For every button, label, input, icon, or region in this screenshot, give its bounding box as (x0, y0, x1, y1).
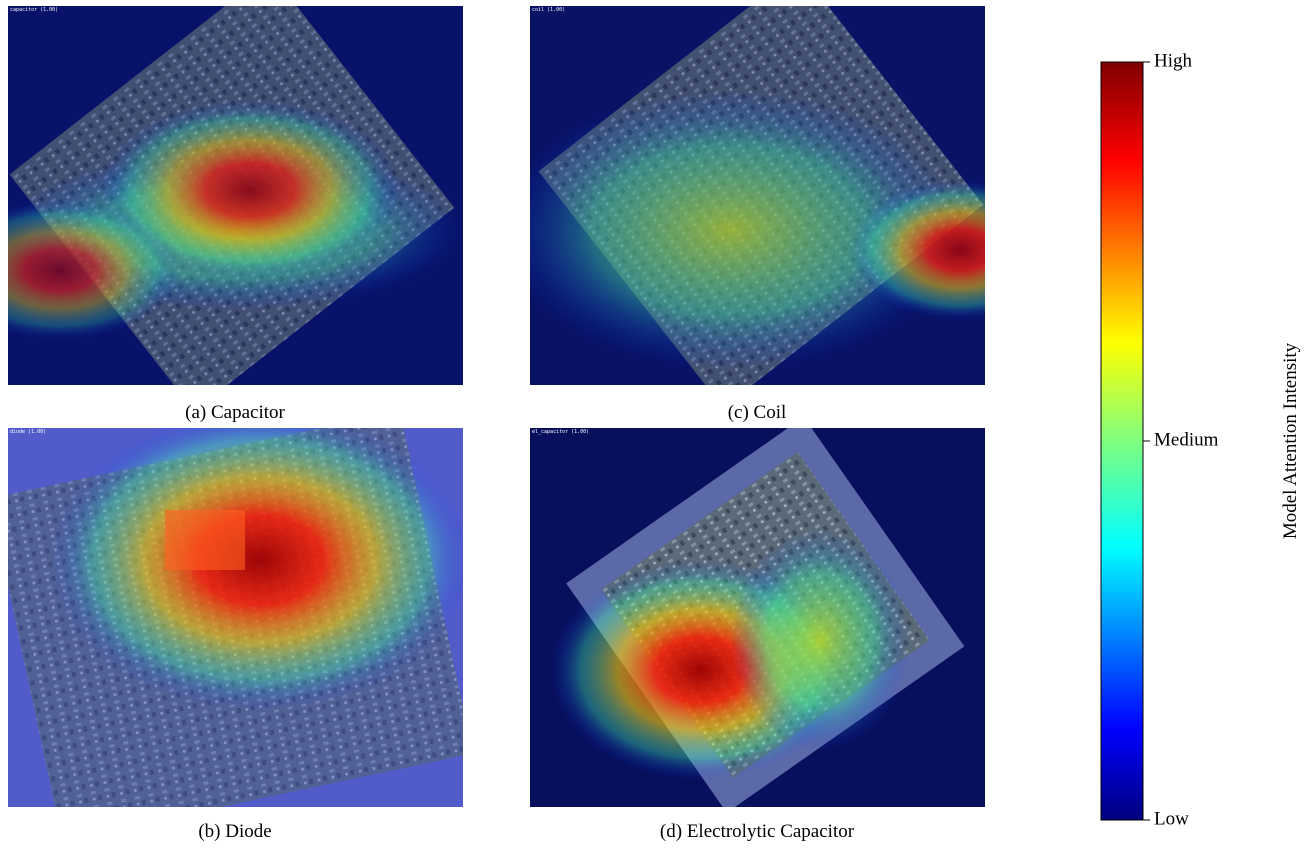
panel-a-image (0, 0, 463, 411)
colorbar-tick-label: High (1154, 50, 1193, 71)
panel-b-image (0, 410, 473, 841)
colorbar (1101, 62, 1143, 820)
panel-tag: capacitor (1.00) (10, 7, 58, 13)
panel-caption: (a) Capacitor (185, 402, 285, 423)
panel-tag: coil (1.00) (532, 7, 565, 13)
colorbar-tick-label: Low (1154, 808, 1189, 829)
colorbar-tick-label: Medium (1154, 429, 1219, 450)
panel-tag: diode (1.00) (10, 429, 46, 435)
panel-tag: el_capacitor (1.00) (532, 429, 589, 435)
figure: capacitor (1.00) (a) Capacitor diode (1.… (0, 0, 1314, 848)
panel-caption: (c) Coil (728, 402, 787, 423)
panel-d-image (530, 417, 985, 813)
panel-caption: (b) Diode (198, 821, 271, 842)
panel-c-image (500, 0, 1070, 408)
colorbar-label: Model Attention Intensity (1280, 342, 1301, 539)
panel-caption: (d) Electrolytic Capacitor (660, 821, 855, 842)
